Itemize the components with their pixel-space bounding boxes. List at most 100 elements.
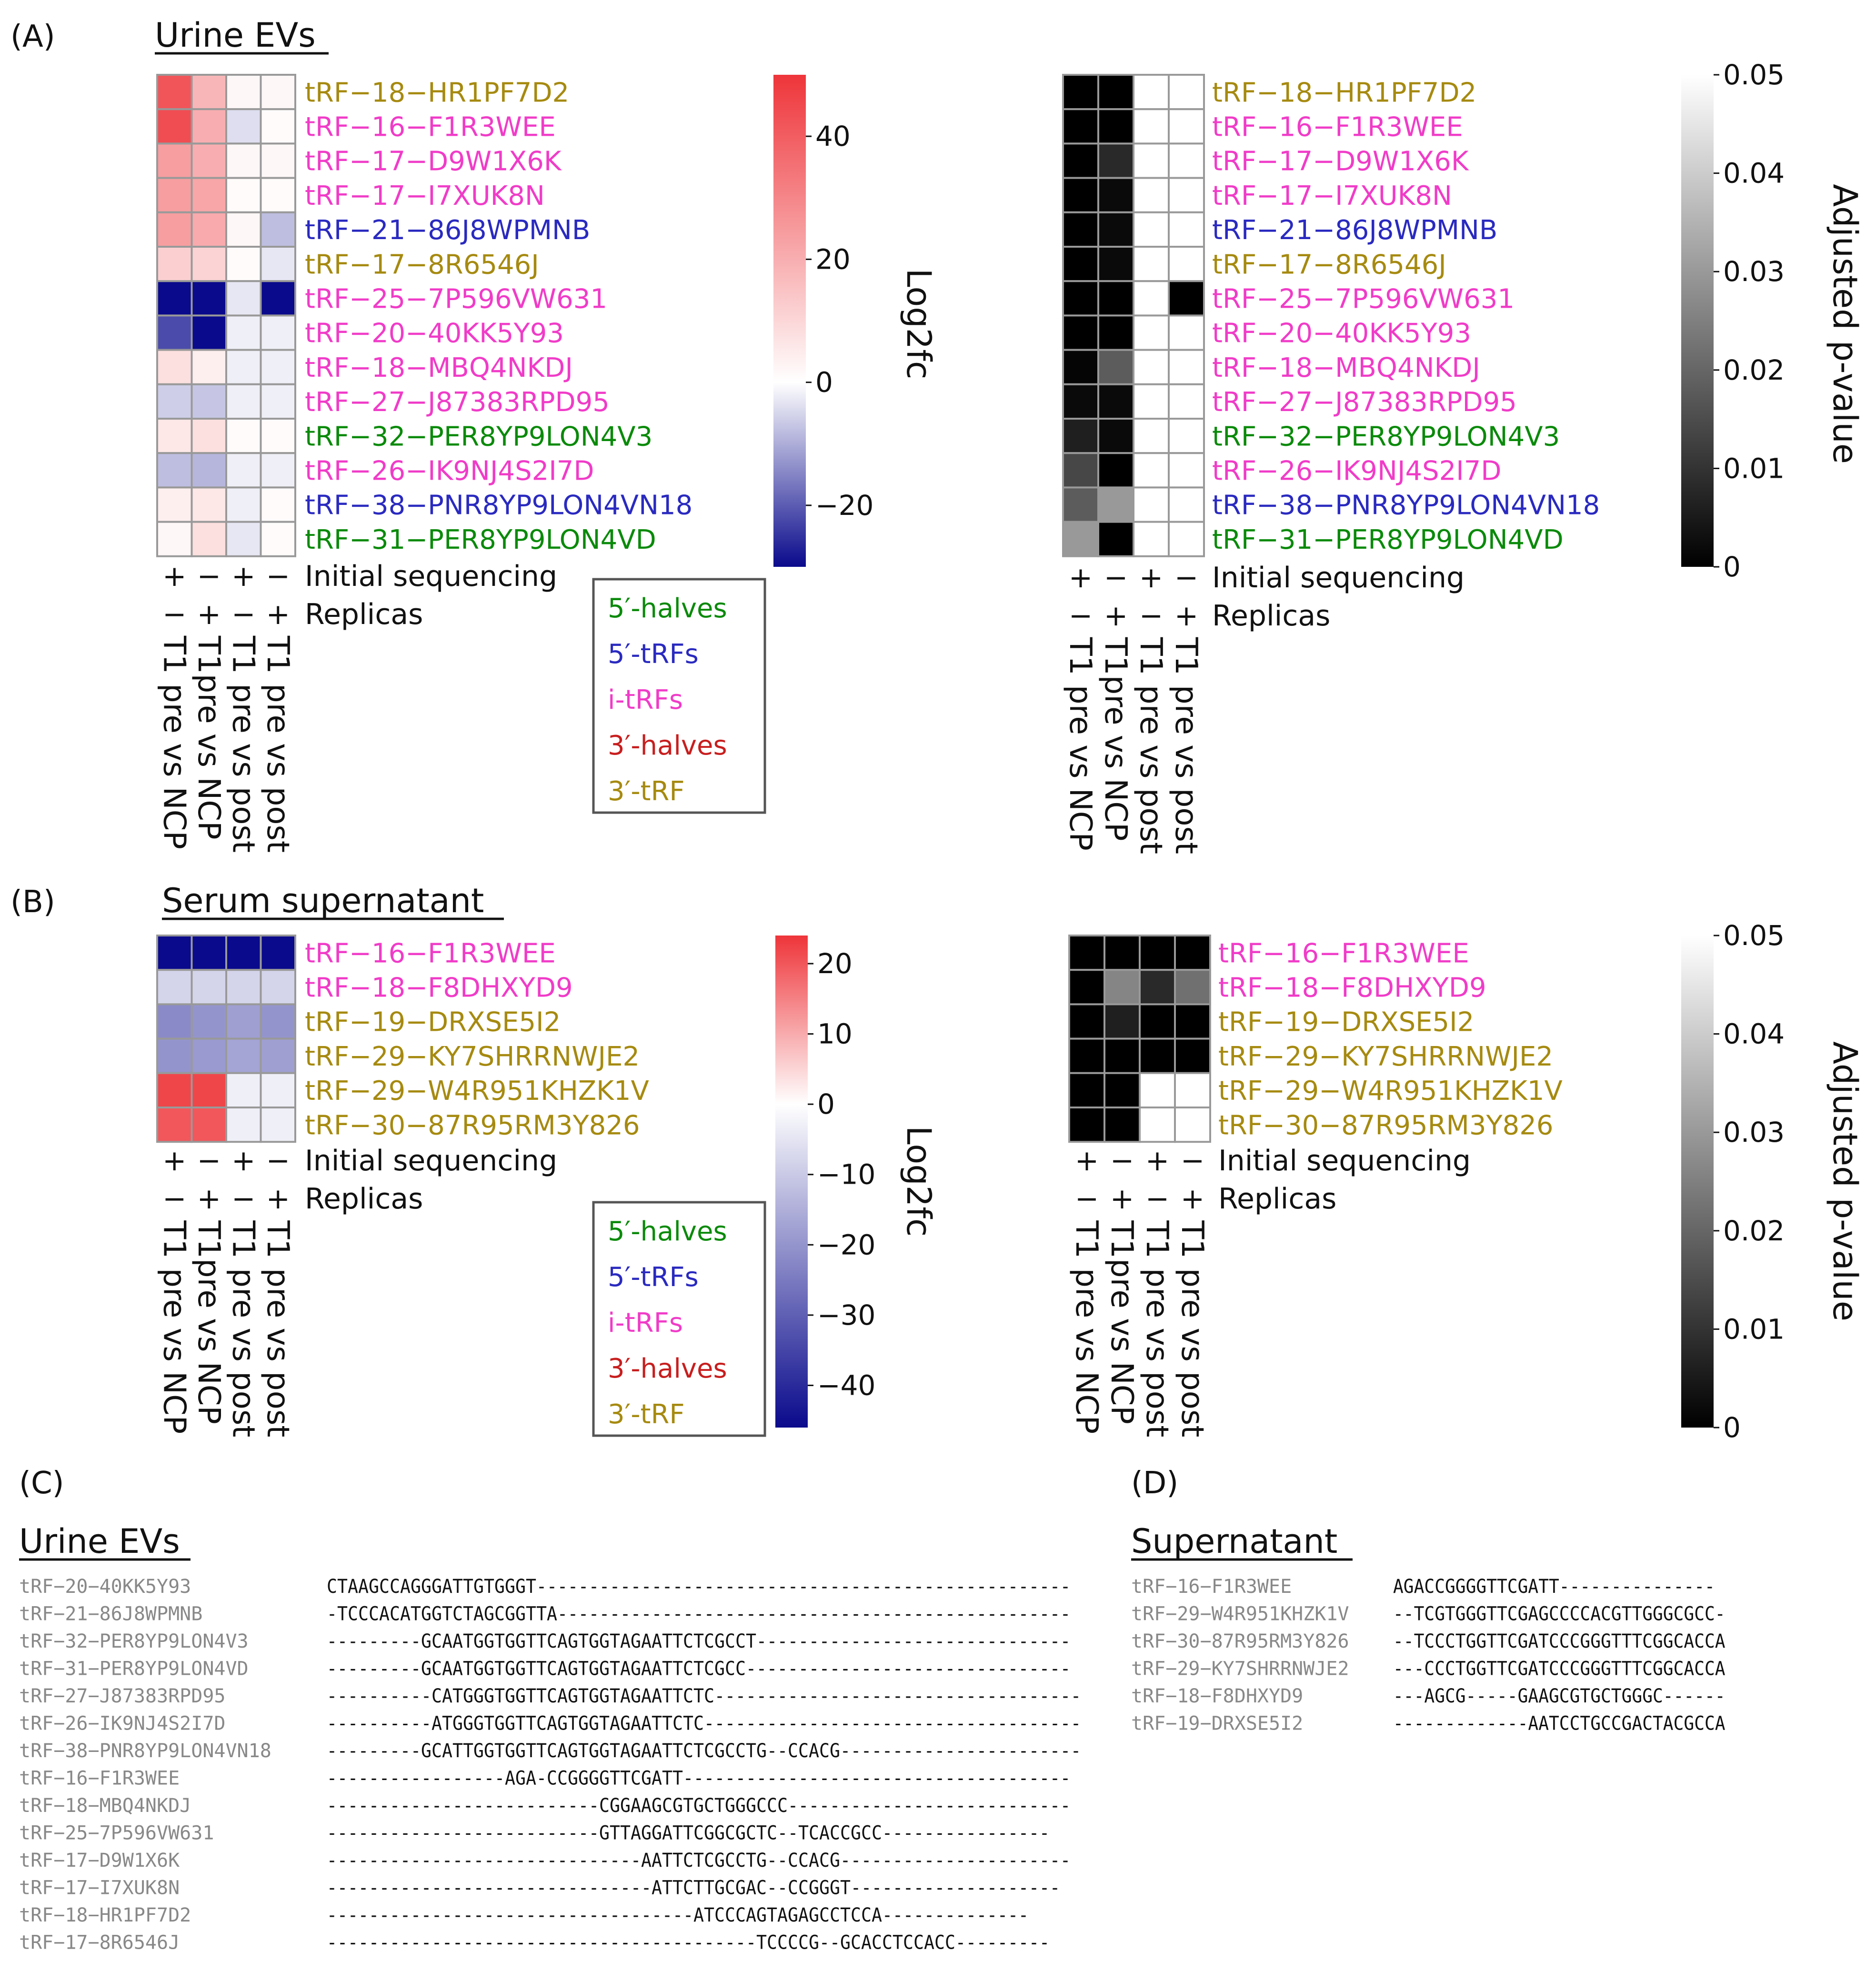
initial-sequencing-label: Initial sequencing: [305, 560, 557, 593]
alignment-sequence: ---------GCATTGGTGGTTCAGTGGTAGAATTCTCGCC…: [327, 1740, 1081, 1762]
alignment-seq-name: tRF−31−PER8YP9LON4VD: [19, 1658, 249, 1680]
heatmap-cell: [1168, 486, 1205, 523]
heatmap-cell: [156, 349, 193, 385]
initial-sequencing-sign: +: [1139, 561, 1163, 594]
heatmap-cell: [1174, 1072, 1211, 1109]
heatmap-cell: [1097, 383, 1134, 420]
replicas-sign: −: [1139, 599, 1163, 633]
alignment-seq-name: tRF−32−PER8YP9LON4V3: [19, 1630, 249, 1652]
heatmap-cell: [260, 1107, 296, 1143]
row-label: tRF−26−IK9NJ4S2I7D: [305, 456, 594, 487]
heatmap-cell: [225, 1107, 262, 1143]
heatmap-cell: [1104, 935, 1141, 971]
initial-sequencing-sign: −: [1174, 561, 1198, 594]
legend-entry: 3′-tRF: [608, 776, 685, 807]
heatmap-cell: [1133, 108, 1170, 145]
heatmap-cell: [1104, 969, 1141, 1006]
row-label: tRF−25−7P596VW631: [1212, 284, 1515, 315]
heatmap-cell: [1097, 486, 1134, 523]
panel-letter-a: (A): [10, 19, 55, 54]
colorbar-label: Log2fc: [899, 1126, 938, 1237]
legend-entry: 5′-tRFs: [608, 639, 699, 670]
row-label: tRF−30−87R95RM3Y826: [305, 1110, 640, 1141]
colorbar-tick-label: 0.03: [1723, 255, 1785, 288]
heatmap-cell: [260, 177, 296, 213]
heatmap-cell: [225, 74, 262, 111]
alignment-seq-name: tRF−20−40KK5Y93: [19, 1576, 191, 1598]
heatmap-cell: [1133, 280, 1170, 317]
colorbar-gradient: [773, 75, 806, 567]
column-label: T1 pre vs post: [1139, 1220, 1174, 1437]
colorbar-b-log2fc: 20 10 0 −10 −20 −30 −40 Log2fc: [775, 936, 938, 1428]
row-label: tRF−17−8R6546J: [305, 249, 539, 280]
column-label: T1 pre vs post: [1174, 1220, 1210, 1437]
heatmap-cell: [260, 349, 296, 385]
replicas-sign: +: [266, 1182, 290, 1216]
initial-sequencing-sign: +: [1075, 1144, 1099, 1177]
colorbar-tick-label: 0: [817, 1088, 835, 1120]
alignment-seq-name: tRF−21−86J8WPMNB: [19, 1603, 202, 1625]
category-legend-b: 5′-halves 5′-tRFs i-tRFs 3′-halves 3′-tRF: [592, 1201, 766, 1437]
heatmap-cell: [225, 935, 262, 971]
heatmap-cell: [156, 418, 193, 454]
replicas-sign: +: [1181, 1182, 1204, 1216]
initial-sequencing-sign: +: [231, 560, 255, 593]
colorbar-tick-label: −20: [817, 1228, 875, 1261]
initial-sequencing-sign: +: [1145, 1144, 1169, 1177]
alignment-seq-name: tRF−25−7P596VW631: [19, 1822, 214, 1844]
alignment-sequence: -----------------------------------ATCCC…: [327, 1904, 1029, 1926]
heatmap-cell: [191, 177, 227, 213]
colorbar-tick-label: 0: [815, 366, 833, 399]
heatmap-cell: [191, 142, 227, 179]
colorbar-b-padj: 0.05 0.04 0.03 0.02 0.01 0 Adjusted p-value: [1681, 919, 1865, 1444]
alignment-supernatant: tRF−16−F1R3WEE AGACCGGGGTTCGATT----------…: [1131, 1576, 1726, 1735]
colorbar-tick-label: 0.02: [1723, 1215, 1785, 1247]
replicas-label: Replicas: [1218, 1182, 1336, 1216]
alignment-seq-name: tRF−18−MBQ4NKDJ: [19, 1795, 191, 1817]
heatmap-cell: [156, 246, 193, 282]
heatmap-cell: [191, 1003, 227, 1040]
heatmap-cell: [260, 486, 296, 523]
heatmap-cell: [191, 1037, 227, 1074]
column-label: T1 pre vs NCP: [1063, 637, 1098, 851]
row-label: tRF−29−KY7SHRRNWJE2: [305, 1041, 640, 1072]
heatmap-cell: [260, 383, 296, 420]
heatmap-cell: [1133, 177, 1170, 213]
initial-sequencing-sign: −: [197, 1144, 221, 1177]
alignment-seq-name: tRF−17−8R6546J: [19, 1932, 180, 1954]
initial-sequencing-sign: +: [162, 560, 186, 593]
legend-entry: 5′-halves: [608, 593, 727, 624]
initial-sequencing-label: Initial sequencing: [305, 1144, 557, 1177]
heatmap-cell: [156, 1037, 193, 1074]
replicas-sign: −: [231, 1182, 255, 1216]
initial-sequencing-label: Initial sequencing: [1212, 561, 1465, 594]
alignment-seq-name: tRF−17−D9W1X6K: [19, 1850, 180, 1871]
initial-sequencing-sign: −: [1110, 1144, 1134, 1177]
row-label: tRF−19−DRXSE5I2: [305, 1007, 561, 1038]
heatmap-cell: [1133, 452, 1170, 489]
row-label: tRF−18−F8DHXYD9: [1218, 973, 1486, 1004]
heatmap-cell: [191, 211, 227, 248]
heatmap-cell: [1062, 418, 1099, 454]
heatmap-a-log2fc: tRF−18−HR1PF7D2 tRF−16−F1R3WEEtRF−17−D9W1…: [156, 74, 692, 853]
heatmap-cell: [1062, 211, 1099, 248]
alignment-seq-name: tRF−30−87R95RM3Y826: [1131, 1630, 1349, 1652]
colorbar-tick-label: 40: [815, 120, 851, 152]
colorbar-tick-label: 0.04: [1723, 1018, 1785, 1050]
replicas-sign: −: [1075, 1182, 1099, 1216]
heatmap-cell: [191, 314, 227, 351]
colorbar-tick-label: 20: [817, 947, 853, 980]
heatmap-cell: [1097, 142, 1134, 179]
alignment-sequence: -----------------AGA-CCGGGGTTCGATT------…: [327, 1768, 1071, 1790]
heatmap-cell: [260, 74, 296, 111]
heatmap-cell: [260, 108, 296, 145]
alignment-sequence: ---------GCAATGGTGGTTCAGTGGTAGAATTCTCGCC…: [327, 1658, 1071, 1680]
row-label: tRF−16−F1R3WEE: [1218, 938, 1469, 969]
initial-sequencing-sign: −: [197, 560, 221, 593]
heatmap-cell: [1168, 314, 1205, 351]
colorbar-tick-label: 0.01: [1723, 452, 1785, 484]
heatmap-cell: [1068, 935, 1105, 971]
alignment-seq-name: tRF−16−F1R3WEE: [1131, 1576, 1292, 1598]
heatmap-cell: [225, 108, 262, 145]
